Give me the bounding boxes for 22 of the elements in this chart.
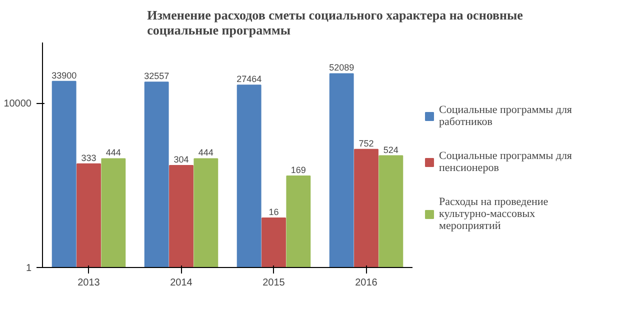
data-label: 33900 — [52, 70, 77, 80]
x-tick-label: 2014 — [170, 278, 193, 288]
data-label: 304 — [174, 154, 189, 165]
x-tick-label: 2015 — [262, 278, 286, 288]
data-label: 444 — [106, 148, 121, 158]
y-tick-label: 10000 — [4, 98, 32, 110]
chart-title: Изменение расходов сметы социального характера на основные социальные программы — [147, 8, 524, 38]
data-label: 333 — [81, 152, 96, 163]
data-label: 524 — [383, 144, 398, 155]
data-label: 444 — [198, 148, 214, 158]
x-tick-label: 2016 — [355, 278, 378, 288]
legend-label: Расходы на проведение культурно-массовых мероприятий — [439, 196, 548, 232]
data-label: 32557 — [144, 71, 170, 82]
data-label: 752 — [358, 138, 374, 148]
legend-label: Социальные программы для работников — [439, 104, 572, 128]
data-label: 16 — [268, 207, 279, 218]
data-label: 169 — [290, 164, 306, 175]
x-tick-label: 2013 — [78, 278, 100, 288]
legend-label: Социальные программы для пенсионеров — [439, 150, 572, 174]
data-label: 27464 — [236, 74, 262, 84]
data-label: 52089 — [329, 62, 354, 73]
y-tick-label: 1 — [26, 263, 32, 274]
